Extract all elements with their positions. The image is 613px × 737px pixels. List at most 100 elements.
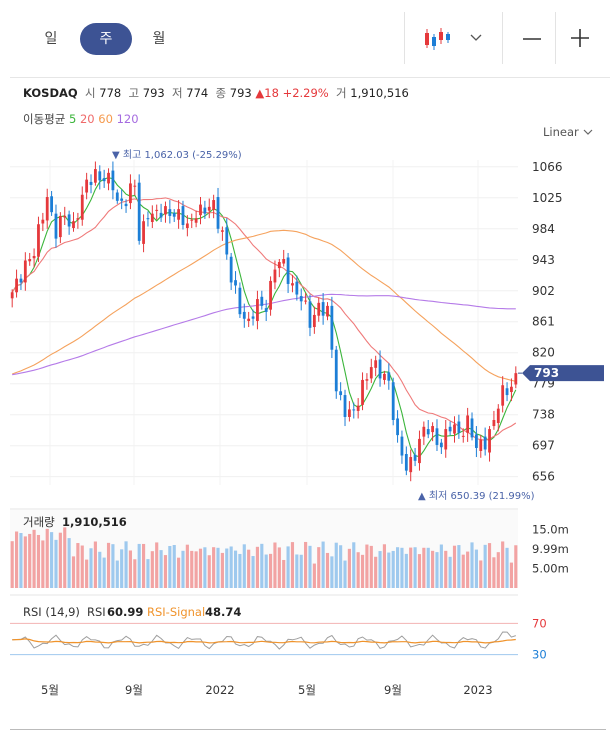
candle-body	[479, 439, 483, 451]
rsi-level-label: 30	[532, 648, 547, 662]
candle-body	[234, 280, 237, 286]
volume-bar	[172, 544, 176, 588]
volume-bar	[290, 542, 295, 588]
candle-body	[194, 218, 198, 223]
candle-body	[413, 454, 417, 461]
candle-body	[308, 301, 312, 328]
candle-body	[470, 418, 474, 438]
candlestick-chart-icon[interactable]	[422, 26, 452, 52]
candle-body	[120, 198, 124, 201]
volume-bar	[76, 543, 80, 588]
low-value: 774	[186, 86, 209, 100]
candle-body	[155, 209, 159, 211]
time-tick-label: 9월	[125, 683, 143, 697]
candle-body	[514, 373, 518, 385]
volume-bar	[282, 559, 286, 588]
candle-body	[63, 215, 67, 218]
close-label: 종	[215, 86, 227, 100]
volume-bar	[216, 547, 220, 588]
volume-bar	[124, 541, 128, 588]
volume-bar	[501, 541, 505, 588]
candle-body	[111, 170, 115, 191]
chevron-down-icon[interactable]	[468, 29, 484, 41]
rsi-panel: RSI (14,9) RSI 60.99 RSI-Signal 48.74 70 30	[10, 594, 547, 662]
volume-bar	[36, 534, 41, 588]
minus-icon[interactable]	[520, 28, 544, 50]
volume-bar	[128, 550, 133, 588]
candle-body	[50, 196, 54, 213]
ma120-line	[12, 293, 516, 376]
divider	[502, 12, 503, 64]
volume-bar	[19, 533, 23, 588]
candle-body	[295, 281, 299, 295]
price-tick-label: 1066	[532, 160, 563, 174]
volume-value: 1,910,516	[350, 86, 409, 100]
volume-bar	[435, 552, 439, 588]
price-tick-label: 820	[532, 346, 555, 360]
high-marker-label: ▼ 최고 1,062.03 (-25.29%)	[112, 149, 242, 161]
rsi-title: RSI (14,9)	[23, 605, 80, 619]
time-tick-label: 2023	[463, 683, 492, 697]
candle-body	[229, 256, 233, 283]
low-marker-label: ▲ 최저 650.39 (21.99%)	[418, 490, 535, 502]
change-value: 18	[264, 86, 279, 100]
time-tick-label: 5월	[298, 683, 316, 697]
candle-body	[352, 409, 356, 411]
volume-bar	[514, 545, 518, 588]
scale-mode-toggle[interactable]: Linear	[543, 125, 594, 139]
volume-bar	[487, 543, 492, 588]
candle-body	[505, 388, 509, 396]
volume-bar	[479, 560, 483, 588]
volume-bar	[45, 528, 49, 588]
candle-body	[304, 300, 308, 302]
volume-bar	[168, 545, 172, 588]
index-name: KOSDAQ	[23, 86, 78, 100]
candle-body	[54, 213, 58, 239]
plus-icon[interactable]	[568, 26, 592, 50]
tab-weekly[interactable]: 주	[80, 23, 132, 55]
candle-body	[23, 260, 27, 283]
volume-bar	[295, 554, 299, 588]
volume-bar	[382, 544, 387, 588]
candle-body	[15, 278, 18, 293]
candle-body	[172, 212, 176, 217]
volume-bar	[444, 550, 448, 588]
price-legend: KOSDAQ 시 778 고 793 저 774 종 793 ▲18 +2.29…	[23, 85, 409, 101]
candle-body	[496, 408, 500, 424]
volume-bar	[198, 548, 203, 588]
volume-bar	[400, 547, 404, 588]
volume-bar	[141, 543, 146, 588]
candle-body	[431, 426, 435, 433]
volume-bar	[409, 547, 413, 588]
volume-bar	[190, 550, 194, 588]
volume-value: 1,910,516	[62, 515, 127, 529]
volume-tick-label: 5.00m	[532, 562, 569, 576]
divider	[555, 12, 556, 64]
candle-body	[317, 302, 321, 316]
candle-body	[356, 405, 360, 411]
candle-body	[435, 428, 439, 445]
tab-monthly[interactable]: 월	[152, 31, 166, 47]
candle-body	[400, 436, 404, 456]
volume-bar	[273, 542, 277, 588]
volume-bar	[308, 545, 312, 588]
period-tabs: 일 주 월	[0, 0, 613, 78]
volume-bar	[299, 554, 303, 588]
candle-body	[133, 185, 137, 187]
volume-bar	[343, 560, 347, 588]
candlesticks	[10, 161, 518, 482]
tab-daily[interactable]: 일	[44, 31, 58, 47]
volume-bar	[50, 532, 54, 588]
candle-body	[177, 209, 181, 220]
volume-bar	[10, 541, 14, 588]
candle-body	[164, 206, 167, 215]
volume-bar	[325, 552, 330, 588]
volume-bar	[395, 547, 400, 588]
candle-body	[361, 379, 364, 405]
candle-body	[242, 311, 246, 319]
volume-bar	[225, 548, 229, 588]
volume-bar	[150, 551, 154, 588]
candle-body	[207, 206, 211, 211]
volume-bar	[461, 554, 465, 588]
